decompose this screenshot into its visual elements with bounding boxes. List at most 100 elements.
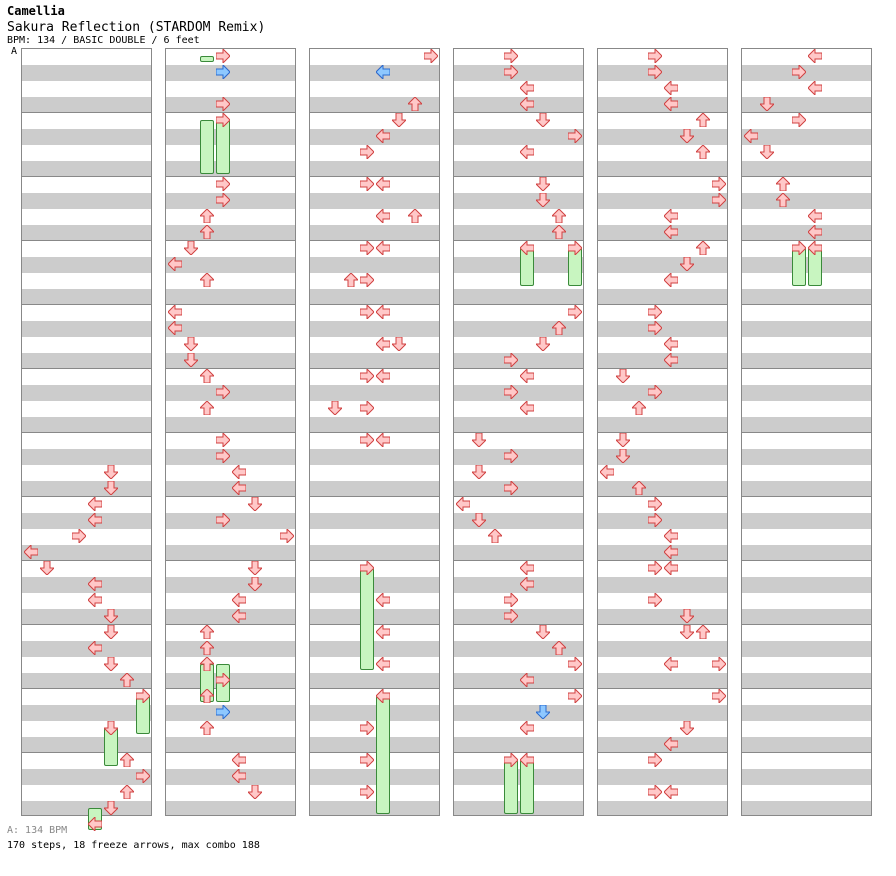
measure-line xyxy=(742,560,871,561)
step-arrow-up-icon xyxy=(200,689,214,703)
step-arrow-right-icon xyxy=(216,449,230,463)
step-arrow-down-icon xyxy=(680,609,694,623)
step-arrow-left-icon xyxy=(88,641,102,655)
step-arrow-right-icon xyxy=(360,785,374,799)
measure-line xyxy=(22,496,151,497)
step-arrow-up-icon xyxy=(552,225,566,239)
step-arrow-right-icon xyxy=(648,321,662,335)
step-arrow-up-icon xyxy=(632,481,646,495)
step-arrow-left-icon xyxy=(600,465,614,479)
step-arrow-down-icon xyxy=(104,625,118,639)
step-arrow-right-icon xyxy=(648,561,662,575)
step-arrow-down-icon xyxy=(472,513,486,527)
measure-line xyxy=(22,112,151,113)
measure-line xyxy=(598,240,727,241)
step-arrow-right-icon xyxy=(648,497,662,511)
step-arrow-up-icon xyxy=(200,273,214,287)
step-arrow-down-icon xyxy=(248,561,262,575)
step-arrow-left-icon xyxy=(88,593,102,607)
step-arrow-right-icon xyxy=(568,305,582,319)
step-arrow-down-icon xyxy=(616,449,630,463)
step-arrow-right-icon xyxy=(792,65,806,79)
step-arrow-right-icon xyxy=(648,305,662,319)
step-arrow-right-icon xyxy=(504,49,518,63)
measure-line xyxy=(454,368,583,369)
step-arrow-up-icon xyxy=(552,321,566,335)
measure-line xyxy=(166,112,295,113)
step-arrow-right-icon xyxy=(648,513,662,527)
measure-line xyxy=(454,560,583,561)
measure-line xyxy=(22,432,151,433)
step-arrow-left-icon xyxy=(376,241,390,255)
step-arrow-down-icon xyxy=(680,721,694,735)
measure-line xyxy=(454,112,583,113)
step-arrow-right-icon xyxy=(424,49,438,63)
step-arrow-left-icon xyxy=(376,657,390,671)
measure-line xyxy=(454,624,583,625)
measure-line xyxy=(310,304,439,305)
shock-arrow-right-icon xyxy=(216,705,230,719)
step-arrow-down-icon xyxy=(472,465,486,479)
step-arrow-left-icon xyxy=(808,209,822,223)
step-arrow-left-icon xyxy=(232,753,246,767)
chart-column xyxy=(165,48,296,816)
step-arrow-left-icon xyxy=(808,241,822,255)
measure-line xyxy=(310,368,439,369)
step-arrow-down-icon xyxy=(680,129,694,143)
step-arrow-down-icon xyxy=(392,113,406,127)
step-arrow-left-icon xyxy=(376,337,390,351)
step-arrow-down-icon xyxy=(392,337,406,351)
step-arrow-right-icon xyxy=(504,593,518,607)
measure-line xyxy=(742,624,871,625)
step-arrow-up-icon xyxy=(488,529,502,543)
step-arrow-up-icon xyxy=(120,673,134,687)
step-arrow-up-icon xyxy=(632,401,646,415)
step-arrow-left-icon xyxy=(376,209,390,223)
step-arrow-down-icon xyxy=(248,785,262,799)
step-arrow-up-icon xyxy=(696,145,710,159)
measure-line xyxy=(166,496,295,497)
step-arrow-up-icon xyxy=(344,273,358,287)
measure-line xyxy=(454,432,583,433)
step-arrow-right-icon xyxy=(568,241,582,255)
step-arrow-up-icon xyxy=(552,641,566,655)
step-arrow-left-icon xyxy=(744,129,758,143)
step-arrow-right-icon xyxy=(360,273,374,287)
step-arrow-right-icon xyxy=(568,689,582,703)
step-arrow-right-icon xyxy=(360,561,374,575)
measure-line xyxy=(454,176,583,177)
shock-arrow-right-icon xyxy=(216,65,230,79)
step-arrow-right-icon xyxy=(360,433,374,447)
measure-line xyxy=(742,176,871,177)
step-arrow-left-icon xyxy=(808,225,822,239)
measure-line xyxy=(22,752,151,753)
measure-line xyxy=(310,688,439,689)
step-arrow-right-icon xyxy=(648,753,662,767)
step-arrow-left-icon xyxy=(376,625,390,639)
step-arrow-down-icon xyxy=(248,577,262,591)
step-arrow-right-icon xyxy=(360,401,374,415)
step-arrow-left-icon xyxy=(168,305,182,319)
measure-line xyxy=(166,560,295,561)
step-arrow-down-icon xyxy=(104,481,118,495)
step-arrow-right-icon xyxy=(648,385,662,399)
step-arrow-right-icon xyxy=(792,241,806,255)
step-arrow-right-icon xyxy=(360,753,374,767)
step-arrow-left-icon xyxy=(232,609,246,623)
step-arrow-left-icon xyxy=(376,689,390,703)
measure-line xyxy=(22,176,151,177)
step-arrow-down-icon xyxy=(184,337,198,351)
step-arrow-down-icon xyxy=(40,561,54,575)
measure-line xyxy=(742,752,871,753)
step-arrow-up-icon xyxy=(200,401,214,415)
step-arrow-right-icon xyxy=(568,129,582,143)
step-arrow-up-icon xyxy=(200,625,214,639)
step-arrow-right-icon xyxy=(216,177,230,191)
measure-line xyxy=(454,752,583,753)
measure-line xyxy=(742,112,871,113)
measure-line xyxy=(166,432,295,433)
step-arrow-down-icon xyxy=(328,401,342,415)
step-arrow-up-icon xyxy=(200,721,214,735)
step-arrow-right-icon xyxy=(712,657,726,671)
step-arrow-right-icon xyxy=(504,385,518,399)
